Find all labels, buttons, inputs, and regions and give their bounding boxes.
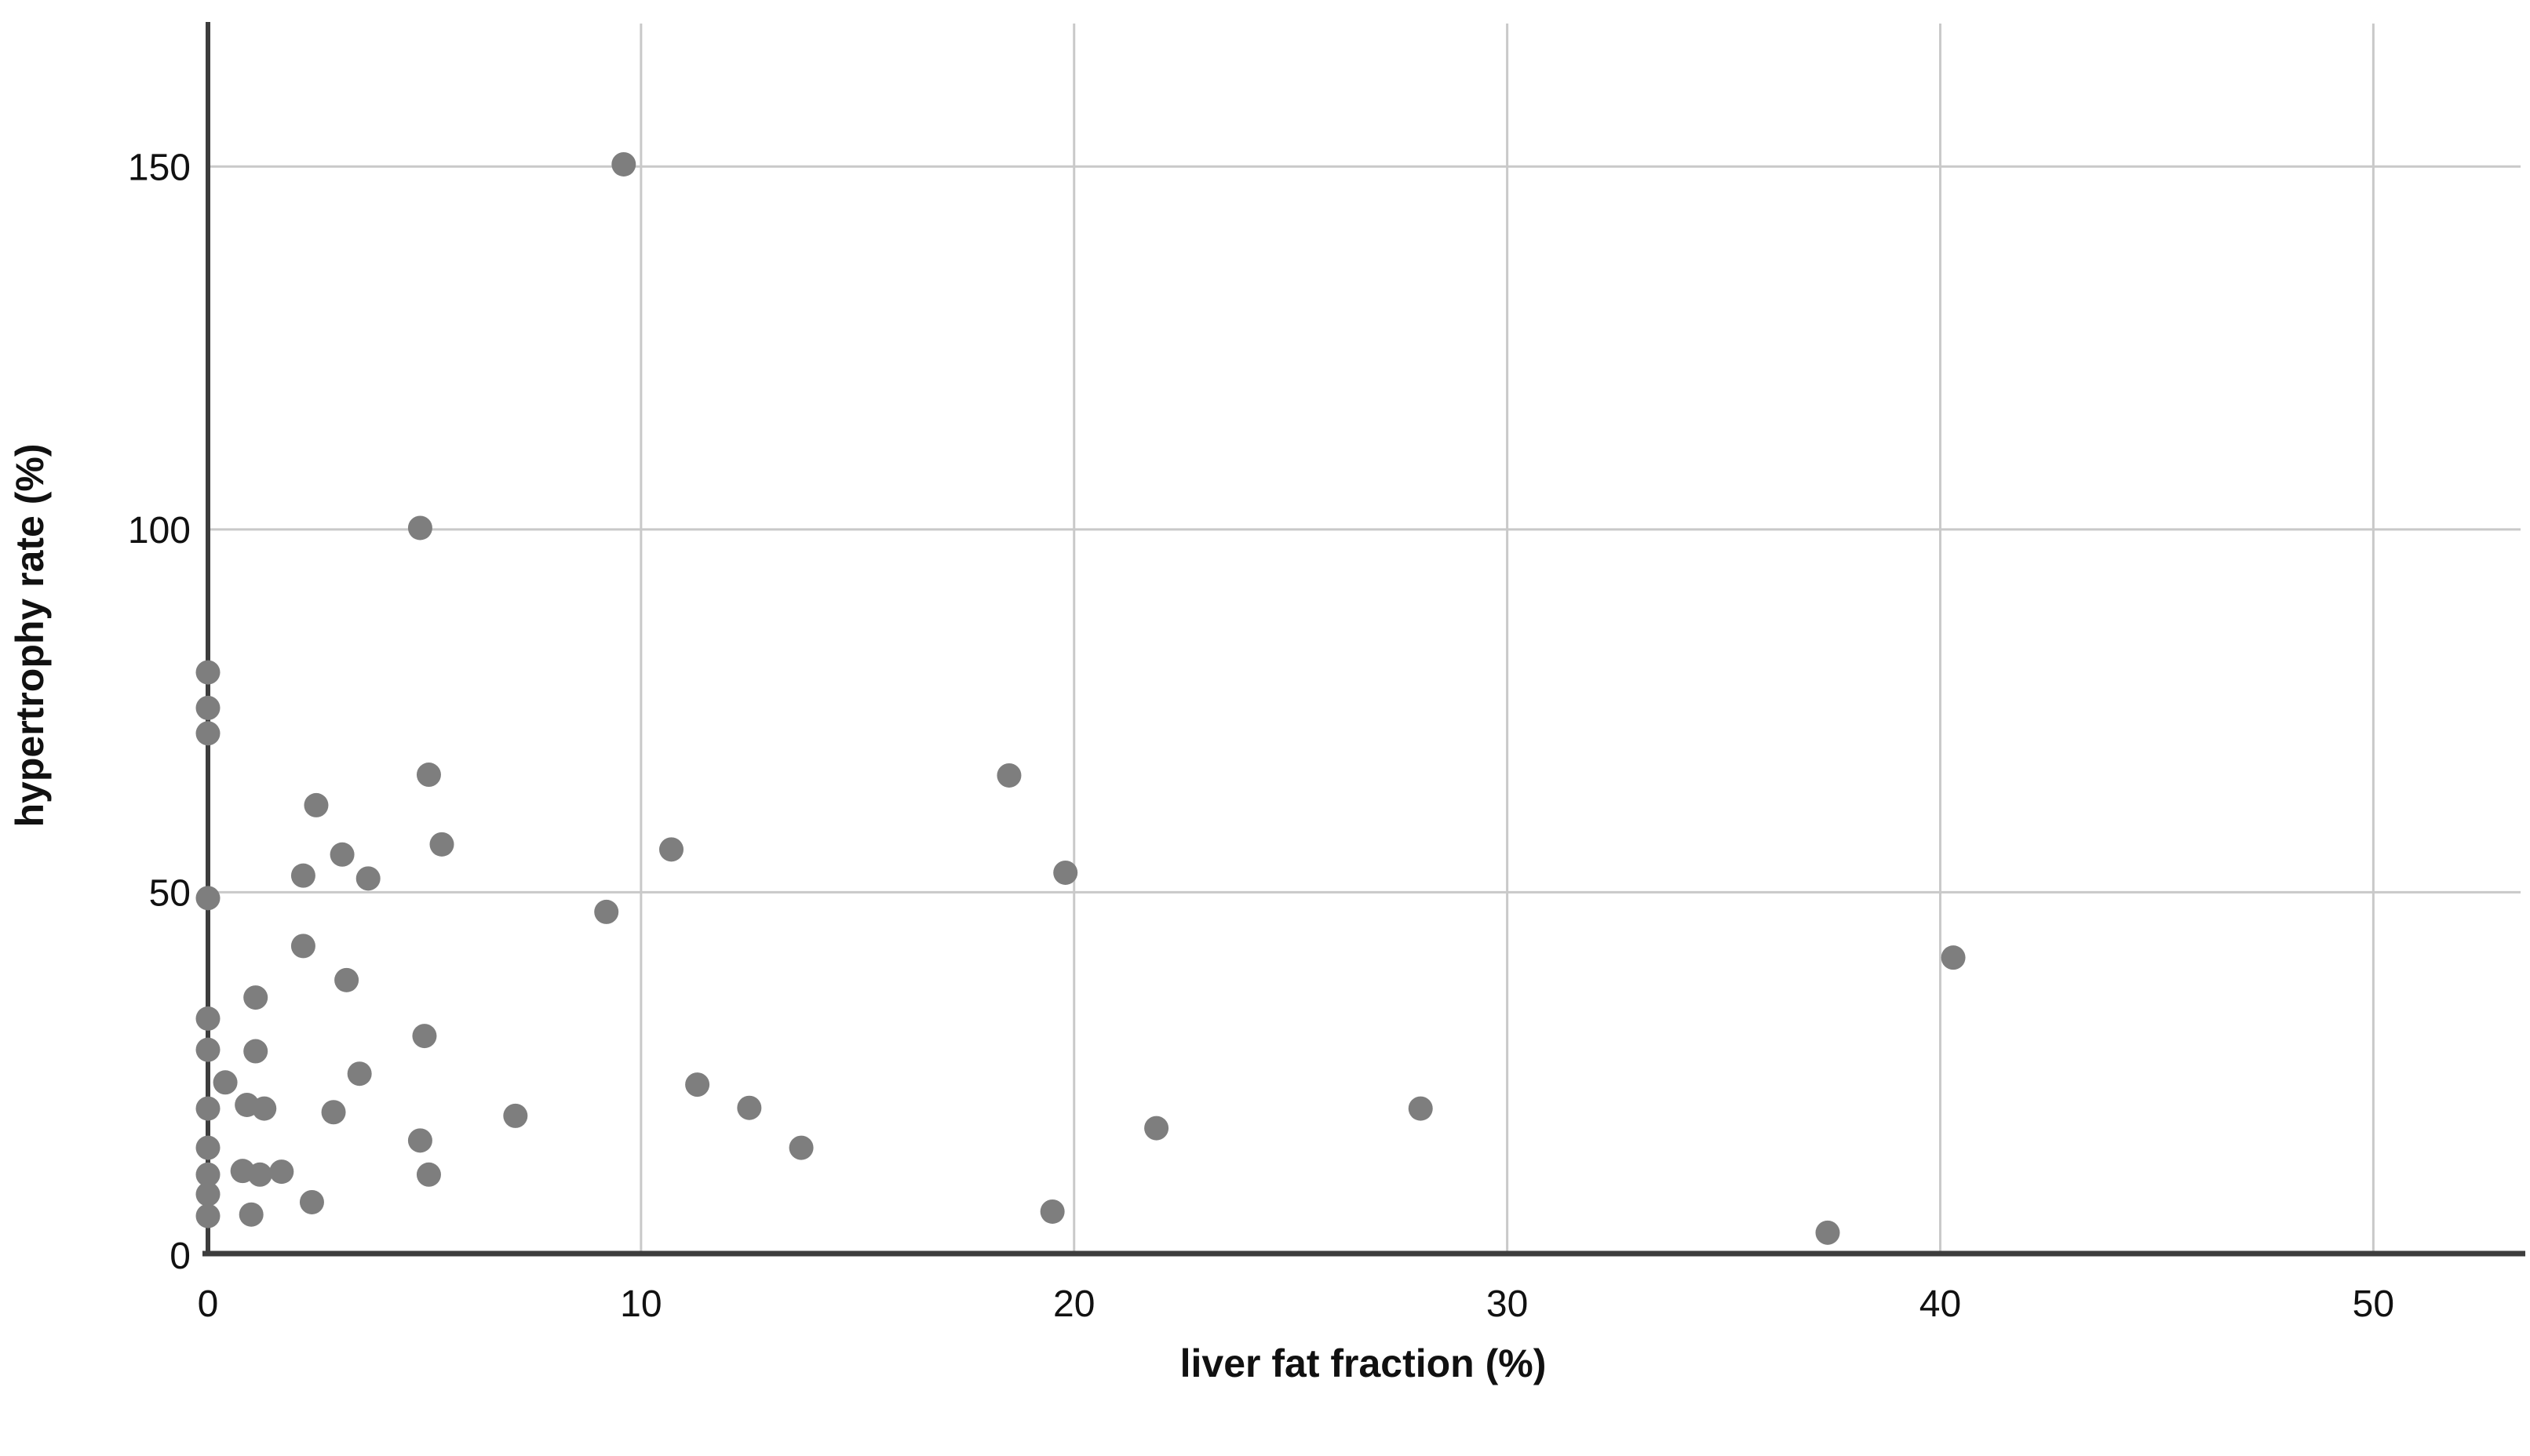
scatter-point <box>195 695 221 720</box>
scatter-point <box>195 1162 221 1187</box>
scatter-point <box>195 1037 221 1062</box>
y-axis-title: hypertrophy rate (%) <box>8 444 52 828</box>
scatter-point <box>334 967 359 992</box>
scatter-point <box>503 1103 528 1128</box>
scatter-point <box>195 660 221 685</box>
scatter-point <box>195 1006 221 1031</box>
gridlines <box>208 24 2521 1253</box>
scatter-point <box>1040 1199 1065 1224</box>
scatter-point <box>247 1162 272 1187</box>
y-tick-label: 0 <box>170 1236 191 1277</box>
x-tick-label: 20 <box>1053 1283 1095 1325</box>
scatter-point <box>355 866 381 891</box>
x-tick-label: 10 <box>620 1283 662 1325</box>
scatter-point <box>321 1100 346 1125</box>
scatter-point <box>611 151 636 177</box>
y-tick-label: 50 <box>149 872 191 914</box>
scatter-point <box>1408 1096 1433 1121</box>
scatter-point <box>304 792 329 817</box>
scatter-point <box>213 1070 238 1095</box>
scatter-point <box>1053 860 1078 885</box>
scatter-point <box>412 1024 437 1049</box>
scatter-point <box>659 837 684 862</box>
x-tick-label: 30 <box>1486 1283 1528 1325</box>
scatter-point <box>269 1159 294 1185</box>
scatter-point <box>594 899 619 924</box>
scatter-point <box>299 1189 324 1214</box>
scatter-point <box>416 763 441 788</box>
scatter-point <box>330 842 355 867</box>
scatter-point <box>1815 1220 1840 1245</box>
scatter-point <box>347 1061 372 1087</box>
scatter-point <box>239 1202 264 1227</box>
x-tick-label: 0 <box>198 1283 219 1325</box>
scatter-point <box>195 721 221 746</box>
axes <box>202 22 2525 1257</box>
scatter-point <box>997 763 1022 788</box>
y-tick-label: 100 <box>128 510 191 551</box>
x-tick-label: 40 <box>1919 1283 1961 1325</box>
data-points <box>195 151 1966 1245</box>
scatter-point <box>407 1128 432 1153</box>
scatter-point <box>290 934 315 959</box>
scatter-point <box>195 1096 221 1121</box>
scatter-point <box>407 515 432 541</box>
scatter-point <box>416 1162 441 1187</box>
scatter-point <box>789 1135 814 1160</box>
x-tick-label: 50 <box>2353 1283 2394 1325</box>
scatter-point <box>1941 945 1966 970</box>
scatter-point <box>195 1203 221 1228</box>
scatter-point <box>195 1135 221 1160</box>
scatter-point <box>429 832 454 857</box>
x-axis-title: liver fat fraction (%) <box>1180 1341 1547 1385</box>
scatter-point <box>243 1039 268 1064</box>
y-tick-label: 150 <box>128 147 191 188</box>
scatter-point <box>737 1095 762 1120</box>
scatter-point <box>195 1181 221 1207</box>
tick-labels: 0 50 100 150 0 10 20 30 40 50 <box>128 147 2394 1325</box>
scatter-point <box>290 863 315 888</box>
scatter-point <box>252 1096 277 1121</box>
scatter-point <box>243 985 268 1010</box>
scatter-point <box>195 886 221 911</box>
scatter-point <box>1144 1116 1169 1141</box>
scatter-point <box>685 1072 710 1097</box>
